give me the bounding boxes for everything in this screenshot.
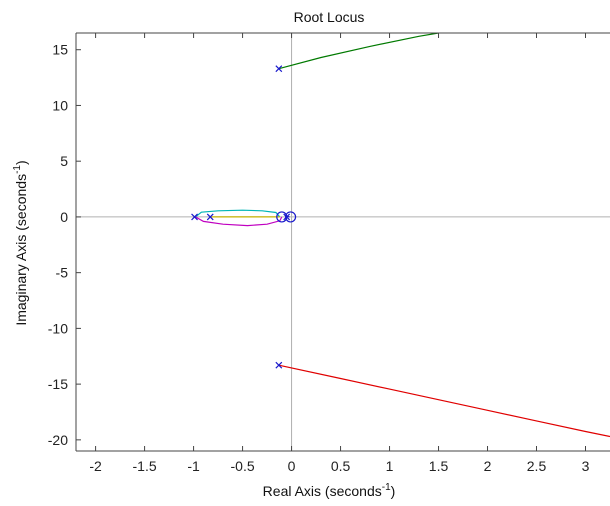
x-axis-title: Real Axis (seconds-1) <box>263 482 396 499</box>
y-tick-label: -20 <box>48 432 68 448</box>
zero-marker-2 <box>284 211 297 223</box>
y-tick-label: -5 <box>56 265 69 281</box>
pole-marker-5 <box>283 213 291 221</box>
x-tick-label: 0.5 <box>331 458 351 474</box>
pole-marker-1 <box>275 65 283 73</box>
y-tick-label: 5 <box>60 153 68 169</box>
chart-title: Root Locus <box>294 9 365 25</box>
x-axis-title-suffix: ) <box>391 483 396 499</box>
y-tick-label: 0 <box>60 209 68 225</box>
x-axis-title-main: Real Axis (seconds <box>263 483 382 499</box>
x-tick-label: 0 <box>288 458 296 474</box>
x-tick-label: 1 <box>386 458 394 474</box>
x-tick-label: 1.5 <box>429 458 449 474</box>
x-axis-title-exponent: -1 <box>382 482 391 493</box>
y-tick-label: 15 <box>52 42 68 58</box>
x-tick-label: 3 <box>582 458 590 474</box>
y-axis-title-main: Imaginary Axis (seconds <box>13 174 29 326</box>
locus-branch-2 <box>278 364 610 438</box>
y-tick-label: -15 <box>48 376 68 392</box>
y-axis-title-suffix: ) <box>13 160 29 165</box>
x-tick-label: -2 <box>89 458 102 474</box>
locus-branch-1 <box>278 33 439 70</box>
pole-marker-4 <box>206 213 214 221</box>
plot-area: -2 -1.5 -1 -0.5 0 0.5 1 1.5 2 2.5 3 -20 -15 -10 -5 0 5 10… <box>48 32 610 474</box>
x-tick-label: -1.5 <box>133 458 157 474</box>
x-tick-label: 2 <box>484 458 492 474</box>
x-tick-label: -0.5 <box>231 458 255 474</box>
x-tick-label: 2.5 <box>527 458 547 474</box>
locus-branch-4 <box>195 216 283 227</box>
pole-marker-2 <box>275 361 283 369</box>
y-axis-title: Imaginary Axis (seconds-1) <box>12 160 29 325</box>
y-axis-title-exponent: -1 <box>12 165 23 174</box>
x-tick-label: -1 <box>187 458 200 474</box>
y-tick-label: 10 <box>52 97 68 113</box>
locus-branches <box>191 33 610 438</box>
pole-marker-3 <box>191 213 198 221</box>
y-tick-label: -10 <box>48 320 68 336</box>
locus-branch-3 <box>195 209 281 218</box>
